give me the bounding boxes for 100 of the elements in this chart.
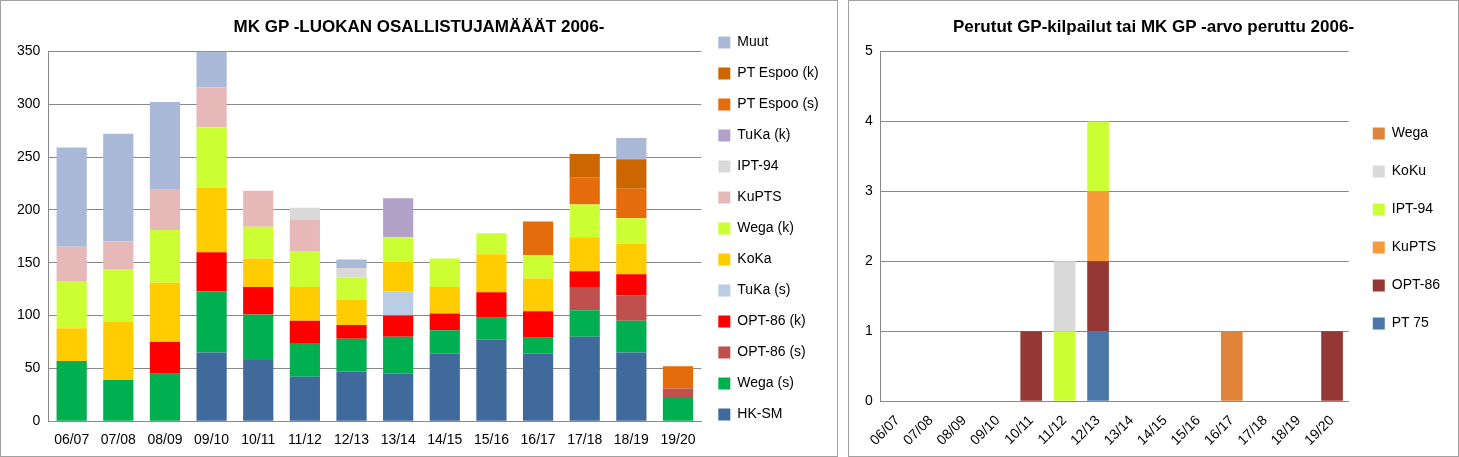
bar xyxy=(149,189,181,230)
bar xyxy=(569,177,600,205)
legend-label: KuPTS xyxy=(737,188,782,205)
bar xyxy=(662,397,694,421)
bar xyxy=(616,243,647,275)
bar xyxy=(476,233,507,255)
bar xyxy=(336,338,367,372)
bar xyxy=(336,299,367,326)
bar xyxy=(243,287,274,315)
legend-label: OPT-86 xyxy=(1391,276,1441,293)
bar xyxy=(196,87,227,128)
bar xyxy=(569,237,600,272)
bar xyxy=(383,261,414,292)
bar xyxy=(196,127,227,188)
bar xyxy=(383,373,414,421)
bar xyxy=(149,373,181,421)
legend-label: OPT-86 (k) xyxy=(737,312,806,329)
bar xyxy=(103,321,134,380)
legend-label: Wega xyxy=(1391,124,1429,141)
y-tick-label: 100 xyxy=(17,306,41,323)
y-tick-label: 0 xyxy=(864,392,873,409)
bar xyxy=(522,255,554,279)
bar xyxy=(1087,261,1109,332)
bar xyxy=(336,371,367,421)
bar xyxy=(569,336,600,421)
bar xyxy=(383,291,414,316)
y-tick-label: 0 xyxy=(32,412,41,429)
x-tick-label: 09/10 xyxy=(194,431,230,448)
bar xyxy=(383,336,414,374)
bar xyxy=(56,328,87,361)
x-tick-label: 07/08 xyxy=(100,431,137,448)
bar xyxy=(429,353,460,421)
bar xyxy=(289,287,320,321)
bar xyxy=(1087,331,1109,401)
bar xyxy=(1321,331,1343,401)
bar xyxy=(336,268,367,278)
bar xyxy=(149,102,181,190)
legend-label: IPT-94 xyxy=(1391,200,1434,217)
y-tick-label: 5 xyxy=(864,42,873,59)
bar xyxy=(1220,331,1243,401)
bar xyxy=(56,360,87,421)
bar xyxy=(616,159,647,189)
bar xyxy=(196,51,227,88)
bar xyxy=(522,353,554,421)
bar xyxy=(149,341,181,374)
legend-label: Wega (k) xyxy=(737,219,794,236)
legend-label: PT Espoo (k) xyxy=(737,64,819,81)
bar xyxy=(616,218,647,244)
bar xyxy=(243,258,274,288)
bar xyxy=(103,241,134,270)
bar xyxy=(336,325,367,339)
y-tick-label: 3 xyxy=(864,182,873,199)
legend-label: Wega (s) xyxy=(737,374,794,391)
y-tick-label: 150 xyxy=(17,253,41,270)
legend-label: KoKu xyxy=(1391,162,1427,179)
bar xyxy=(149,282,181,342)
bar xyxy=(196,352,227,421)
bar xyxy=(522,221,554,256)
bar xyxy=(243,359,274,421)
bar xyxy=(616,352,647,421)
bar xyxy=(569,153,600,178)
x-tick-label: 16/17 xyxy=(520,431,556,448)
x-tick-label: 17/18 xyxy=(567,431,603,448)
x-tick-label: 11/12 xyxy=(287,431,323,448)
bar xyxy=(103,133,134,242)
bar xyxy=(522,311,554,338)
bar xyxy=(383,237,414,262)
bar xyxy=(429,330,460,354)
bar xyxy=(429,313,460,331)
y-tick-label: 2 xyxy=(864,252,873,269)
y-tick-label: 350 xyxy=(17,42,41,59)
chart-title: MK GP -LUOKAN OSALLISTUJAMÄÄÄT 2006- xyxy=(233,16,605,36)
legend-label: KoKa xyxy=(737,250,772,267)
legend-label: OPT-86 (s) xyxy=(737,343,806,360)
bar xyxy=(476,317,507,340)
bar xyxy=(196,291,227,353)
x-tick-label: 12/13 xyxy=(333,431,370,448)
bar xyxy=(1087,191,1109,262)
bar xyxy=(243,314,274,360)
bar xyxy=(476,339,507,421)
bar xyxy=(383,315,414,337)
y-tick-label: 4 xyxy=(864,112,873,129)
y-tick-label: 300 xyxy=(17,95,41,112)
y-tick-label: 200 xyxy=(17,200,41,217)
bar xyxy=(616,188,647,219)
bar xyxy=(289,251,320,288)
legend-label: TuKa (k) xyxy=(737,126,791,143)
legend-label: IPT-94 xyxy=(737,157,779,174)
bar xyxy=(616,138,647,160)
bar xyxy=(196,187,227,253)
chart-title: Perutut GP-kilpailut tai MK GP -arvo peruttu 2006- xyxy=(952,16,1355,36)
bar xyxy=(476,254,507,293)
legend-label: Muut xyxy=(737,33,769,50)
legend-label: HK-SM xyxy=(737,405,783,422)
bar xyxy=(149,229,181,283)
bar xyxy=(569,271,600,288)
bar xyxy=(616,274,647,296)
x-tick-label: 15/16 xyxy=(473,431,510,448)
bar xyxy=(289,219,320,252)
bar xyxy=(103,269,134,322)
